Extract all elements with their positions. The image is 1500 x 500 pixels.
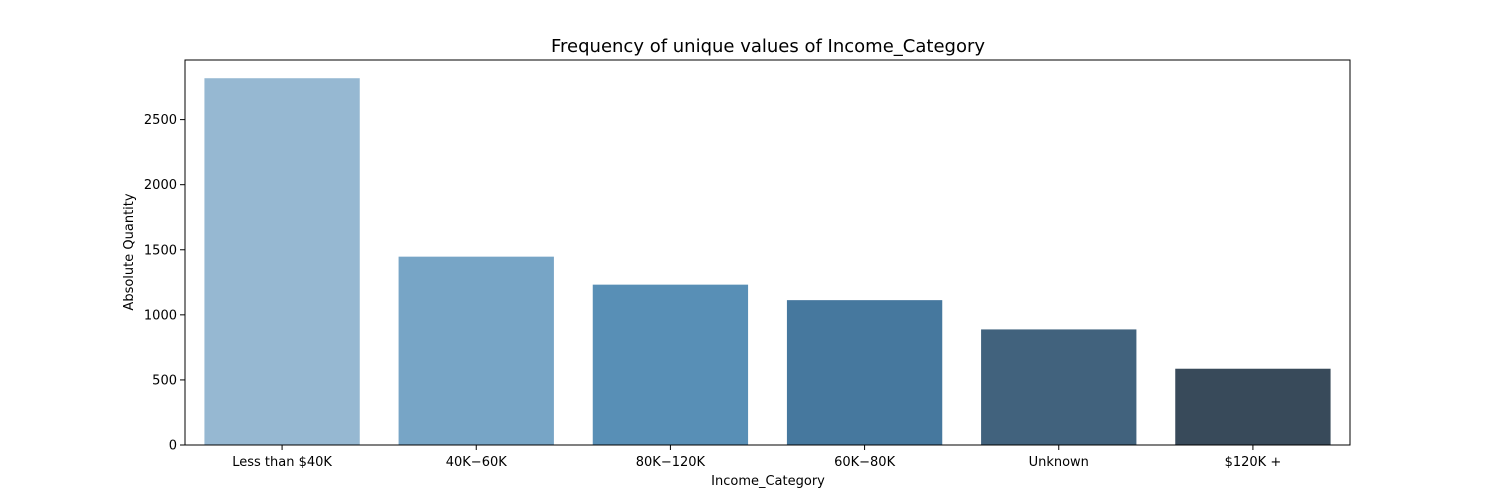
bar-4 [981,329,1137,445]
bar-1 [398,256,554,445]
y-tick-label-1: 500 [152,373,177,388]
x-tick-label-0: Less than $40K [232,455,332,470]
y-tick-label-0: 0 [169,439,177,454]
x-tick-label-2: 80K−120K [636,455,706,470]
chart-title: Frequency of unique values of Income_Cat… [551,36,985,57]
x-tick-label-4: Unknown [1029,455,1089,470]
x-tick-label-5: $120K + [1225,455,1282,470]
y-tick-label-5: 2500 [144,113,177,128]
bar-0 [204,78,360,445]
y-axis: 0 500 1000 1500 2000 2500 [144,113,185,454]
bars-layer [204,78,1331,445]
plot-frame [184,59,1351,446]
x-axis: Less than $40K 40K−60K 80K−120K 60K−80K Unkn… [232,445,1281,470]
x-tick-label-3: 60K−80K [834,455,896,470]
y-axis-label: Absolute Quantity [122,193,137,310]
x-tick-label-1: 40K−60K [446,455,508,470]
bar-5 [1175,368,1331,445]
bar-3 [786,300,943,445]
y-tick-label-2: 1000 [144,308,177,323]
x-axis-label: Income_Category [711,474,825,489]
y-tick-label-3: 1500 [144,243,177,258]
bar-2 [592,284,749,445]
y-tick-label-4: 2000 [144,178,177,193]
